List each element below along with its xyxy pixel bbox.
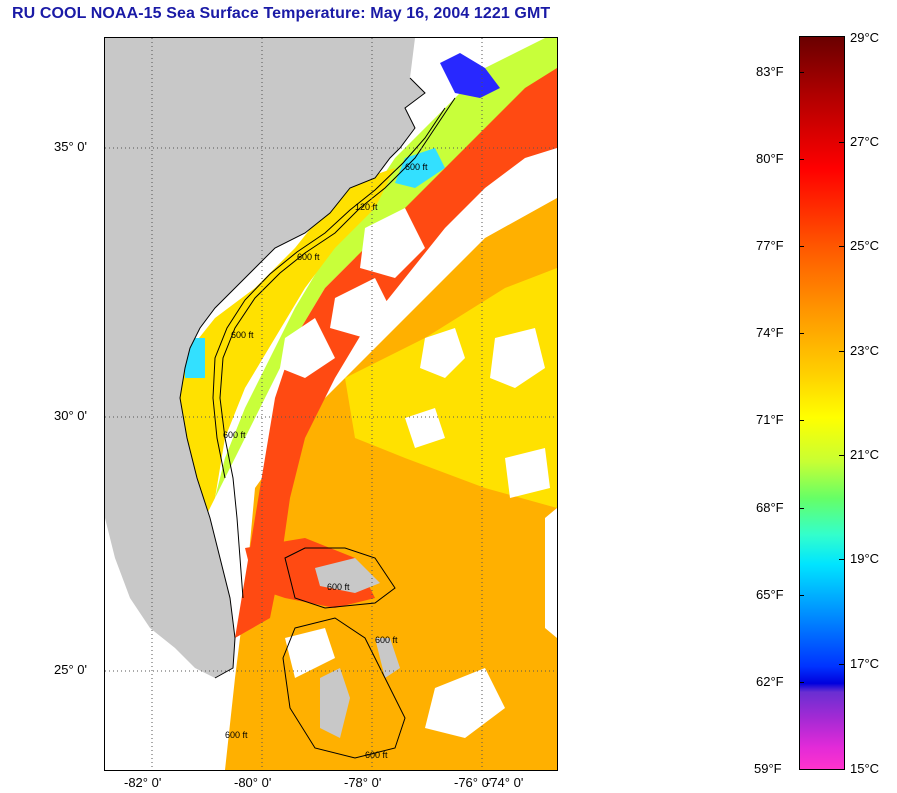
lon-label: -76° 0' [454,775,492,790]
land-grand-bahama [315,558,380,593]
colorbar-tick [839,351,844,352]
depth-label: 600 ft [297,252,320,262]
celsius-label: 29°C [850,30,880,45]
sst-map-canvas: 600 ft 120 ft 600 ft 600 ft 600 ft 600 f… [105,38,557,770]
depth-labels: 600 ft 120 ft 600 ft 600 ft 600 ft 600 f… [223,162,428,760]
colorbar-tick [839,664,844,665]
colorbar-tick [799,420,804,421]
depth-label: 120 ft [355,202,378,212]
offshore-mid-water [345,268,557,508]
celsius-label: 27°C [850,134,880,149]
fahrenheit-label: 59°F [754,761,782,776]
lon-label: -78° 0' [344,775,382,790]
colorbar-tick [799,682,804,683]
depth-label: 600 ft [223,430,246,440]
colorbar-tick [799,333,804,334]
lon-label: -80° 0' [234,775,272,790]
lon-label: -74° 0' [486,775,524,790]
land-eleuthera [375,638,400,678]
coastline [179,77,426,679]
fahrenheit-label: 71°F [756,412,784,427]
map-title: RU COOL NOAA-15 Sea Surface Temperature:… [12,5,551,22]
fahrenheit-label: 65°F [756,587,784,602]
lon-label: -82° 0' [124,775,162,790]
celsius-label: 23°C [850,343,880,358]
depth-label: 600 ft [225,730,248,740]
celsius-label: 21°C [850,447,880,462]
lat-label: 35° 0' [54,139,87,154]
cloud-patches [280,208,557,738]
celsius-label: 25°C [850,238,880,253]
colorbar-tick [799,72,804,73]
celsius-label: 15°C [850,761,880,776]
colorbar-tick [839,142,844,143]
colorbar-tick [799,159,804,160]
lat-label: 25° 0' [54,662,87,677]
colorbar-tick [839,559,844,560]
fahrenheit-label: 68°F [756,500,784,515]
depth-label: 600 ft [365,750,388,760]
celsius-label: 17°C [850,656,880,671]
depth-label: 600 ft [375,635,398,645]
fahrenheit-label: 77°F [756,238,784,253]
contour-bahamas [282,547,406,759]
cold-water-north [440,53,500,98]
land-andros [320,668,350,738]
depth-label: 600 ft [231,330,254,340]
colorbar-tick [839,455,844,456]
depth-label: 600 ft [327,582,350,592]
fahrenheit-label: 83°F [756,64,784,79]
graticule [105,38,557,770]
colorbar-tick [799,595,804,596]
lat-label: 30° 0' [54,408,87,423]
fahrenheit-label: 62°F [756,674,784,689]
fahrenheit-label: 80°F [756,151,784,166]
celsius-label: 19°C [850,551,880,566]
depth-label: 600 ft [405,162,428,172]
contour-120ft [212,107,446,479]
sst-map: 600 ft 120 ft 600 ft 600 ft 600 ft 600 f… [104,37,558,771]
temperature-colorbar [799,36,845,770]
fahrenheit-label: 74°F [756,325,784,340]
contour-600ft [219,97,456,599]
colorbar-tick [799,508,804,509]
colorbar-tick [799,246,804,247]
colorbar-tick [839,246,844,247]
land-southeast-us [105,38,425,678]
